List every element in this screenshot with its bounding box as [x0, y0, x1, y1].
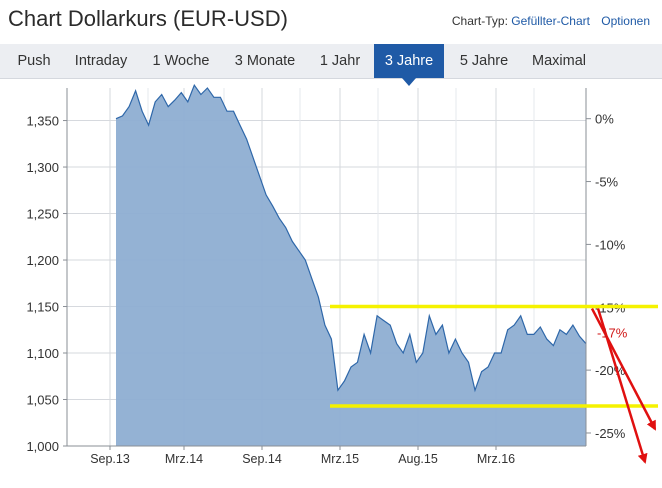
- tab-3-monate[interactable]: 3 Monate: [234, 53, 296, 69]
- chart-header: Chart Dollarkurs (EUR-USD) Chart-Typ: Ge…: [0, 0, 662, 44]
- annotation-label: -17%: [597, 325, 628, 340]
- tab-1-woche[interactable]: 1 Woche: [152, 53, 210, 69]
- y-tick-label: 1,350: [26, 114, 59, 129]
- tab-3-jahre[interactable]: 3 Jahre: [374, 44, 444, 86]
- chart-type-label: Chart-Typ:: [451, 14, 508, 28]
- tab-maximal[interactable]: Maximal: [532, 53, 586, 69]
- x-tick-label: Mrz.16: [477, 452, 515, 466]
- x-tick-label: Sep.14: [242, 452, 282, 466]
- chart-axes: [66, 88, 587, 447]
- tab-1-jahr[interactable]: 1 Jahr: [319, 53, 361, 69]
- right-axis-ticks: 0%-5%-10%-15%-20%-25%: [586, 112, 626, 441]
- options-link[interactable]: Optionen: [601, 14, 650, 28]
- tab-intraday[interactable]: Intraday: [74, 53, 128, 69]
- down-trend-arrow: [596, 308, 648, 464]
- right-tick-label: -10%: [595, 237, 626, 252]
- chart-type-selector: Chart-Typ: Gefüllter-Chart Optionen: [452, 14, 650, 28]
- y-tick-label: 1,100: [26, 346, 59, 361]
- x-tick-label: Mrz.15: [321, 452, 359, 466]
- x-tick-label: Sep.13: [90, 452, 130, 466]
- tab-push[interactable]: Push: [17, 53, 51, 69]
- right-tick-label: -25%: [595, 426, 626, 441]
- down-trend-arrow: [590, 307, 657, 431]
- x-tick-label: Mrz.14: [165, 452, 203, 466]
- trend-annotations: -17%: [330, 304, 658, 464]
- y-tick-label: 1,050: [26, 393, 59, 408]
- x-tick-label: Aug.15: [398, 452, 438, 466]
- price-line: [115, 84, 587, 393]
- y-tick-label: 1,200: [26, 253, 59, 268]
- price-chart: 1,350 1,300 1,250 1,200 1,150 1,100 1,050 1,000…: [26, 84, 658, 466]
- x-axis-ticks: Sep.13 Mrz.14 Sep.14 Mrz.15 Aug.15 Mrz.16: [90, 446, 515, 466]
- y-axis-ticks: 1,350 1,300 1,250 1,200 1,150 1,100 1,050 1,000: [26, 114, 67, 454]
- time-range-tabs: Push Intraday 1 Woche 3 Monate 1 Jahr 3 …: [0, 44, 662, 86]
- y-tick-label: 1,300: [26, 160, 59, 175]
- y-tick-label: 1,000: [26, 439, 59, 454]
- right-tick-label: -5%: [595, 175, 619, 190]
- right-tick-label: 0%: [595, 112, 614, 127]
- price-area: [116, 85, 586, 446]
- y-tick-label: 1,150: [26, 300, 59, 315]
- tab-5-jahre[interactable]: 5 Jahre: [459, 53, 509, 69]
- chart-type-link[interactable]: Gefüllter-Chart: [511, 14, 590, 28]
- page-title: Chart Dollarkurs (EUR-USD): [8, 6, 288, 31]
- y-tick-label: 1,250: [26, 207, 59, 222]
